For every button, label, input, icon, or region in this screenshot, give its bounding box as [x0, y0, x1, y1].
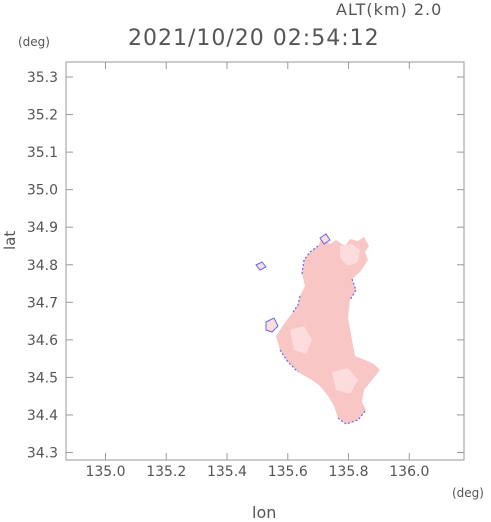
lon-tick-label: 135.6	[268, 464, 308, 480]
lon-tick-label: 135.4	[207, 464, 247, 480]
timestamp-title: 2021/10/20 02:54:12	[128, 26, 380, 51]
lon-tick-label: 135.0	[85, 464, 125, 480]
echo-light-patch	[290, 326, 312, 354]
lat-tick-label: 34.8	[27, 258, 58, 274]
echo-fragment	[255, 261, 267, 271]
echo-edge	[279, 245, 367, 425]
lon-axis-title: lon	[252, 503, 277, 522]
lat-tick-label: 34.4	[27, 408, 58, 424]
echo-layer	[255, 233, 380, 425]
lon-tick-label: 136.0	[389, 464, 429, 480]
echo-fragment	[319, 233, 331, 245]
altitude-label: ALT(km) 2.0	[336, 0, 443, 19]
lat-unit-label: (deg)	[18, 35, 50, 49]
echo-fragment	[265, 317, 279, 333]
echo-light-patch	[340, 244, 360, 266]
echo-light-patch	[332, 368, 358, 394]
lat-tick-label: 35.0	[27, 183, 58, 199]
lat-tick-label: 34.5	[27, 370, 58, 386]
lat-tick-label: 35.1	[27, 145, 58, 161]
lat-tick-label: 35.2	[27, 108, 58, 124]
lat-tick-label: 34.3	[27, 445, 58, 461]
lat-tick-label: 34.6	[27, 333, 58, 349]
lon-unit-label: (deg)	[452, 486, 484, 500]
lon-tick-label: 135.2	[146, 464, 186, 480]
plot-frame	[65, 61, 465, 461]
tick-layer: 34.3 34.4 34.5 34.6 34.7 34.8 34.9 35.0 35.1 35.2…	[27, 62, 464, 480]
lat-tick-label: 35.3	[27, 70, 58, 86]
lon-tick-label: 135.8	[329, 464, 369, 480]
lat-tick-label: 34.7	[27, 295, 58, 311]
lat-tick-label: 34.9	[27, 220, 58, 236]
